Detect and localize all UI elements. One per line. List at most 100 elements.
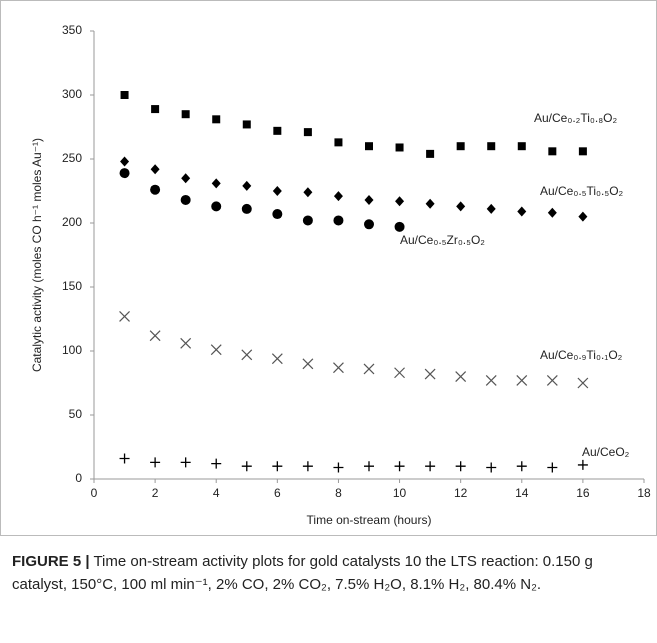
series-label: Au/Ce₀.₂Ti₀.₈O₂ — [534, 111, 617, 125]
marker-square — [548, 147, 557, 156]
marker-square — [426, 149, 435, 158]
chart-border — [0, 0, 657, 536]
x-tick-label: 0 — [91, 486, 98, 500]
caption-label: FIGURE 5 | — [12, 553, 90, 570]
series-label: Au/Ce₀.₅Zr₀.₅O₂ — [400, 233, 485, 247]
x-tick-label: 6 — [274, 486, 281, 500]
marker-plus — [455, 461, 466, 472]
marker-x — [119, 311, 130, 322]
marker-x — [210, 344, 222, 356]
marker-diamond — [425, 198, 435, 209]
marker-square — [395, 143, 404, 152]
marker-diamond — [547, 207, 557, 218]
x-tick-label: 8 — [335, 486, 342, 500]
marker-square — [334, 138, 343, 147]
y-tick-label: 0 — [75, 471, 82, 485]
marker-x — [516, 375, 528, 386]
marker-plus — [180, 457, 191, 468]
marker-diamond — [517, 206, 527, 217]
marker-x — [149, 330, 161, 342]
marker-square — [242, 120, 251, 129]
marker-plus — [516, 461, 527, 472]
marker-diamond — [303, 187, 313, 198]
y-tick-label: 100 — [62, 343, 82, 357]
x-tick-label: 10 — [393, 486, 407, 500]
marker-square — [517, 142, 526, 151]
y-tick-label: 200 — [62, 215, 82, 229]
marker-square — [303, 128, 312, 137]
marker-diamond — [364, 194, 374, 205]
x-tick-label: 12 — [454, 486, 468, 500]
marker-circle — [180, 194, 191, 205]
marker-plus — [302, 461, 313, 472]
marker-diamond — [181, 173, 191, 184]
series-label: Au/CeO₂ — [582, 445, 630, 459]
marker-x — [180, 337, 192, 349]
marker-square — [487, 142, 496, 151]
marker-plus — [486, 462, 497, 473]
marker-plus — [272, 461, 283, 472]
x-tick-label: 14 — [515, 486, 529, 500]
marker-diamond — [333, 191, 343, 202]
marker-diamond — [211, 178, 221, 189]
y-tick-label: 300 — [62, 87, 82, 101]
marker-x — [333, 362, 344, 374]
marker-square — [456, 142, 465, 151]
marker-square — [578, 147, 587, 156]
series-label: Au/Ce₀.₅Ti₀.₅O₂ — [540, 184, 624, 198]
marker-square — [365, 142, 373, 151]
marker-diamond — [456, 201, 466, 212]
marker-diamond — [395, 196, 405, 207]
marker-circle — [150, 184, 161, 195]
x-tick-label: 4 — [213, 486, 220, 500]
marker-diamond — [486, 203, 496, 214]
marker-circle — [241, 203, 252, 214]
marker-circle — [302, 215, 313, 226]
marker-circle — [364, 219, 374, 230]
marker-diamond — [242, 180, 252, 191]
marker-circle — [394, 221, 405, 232]
x-axis-label: Time on-stream (hours) — [307, 513, 432, 527]
marker-x — [394, 367, 405, 379]
y-axis-label: Catalytic activity (moles CO h⁻¹ moles A… — [30, 138, 44, 372]
marker-plus — [333, 462, 344, 473]
marker-square — [273, 126, 282, 135]
marker-plus — [547, 462, 558, 473]
marker-diamond — [578, 211, 588, 222]
marker-plus — [150, 457, 161, 468]
marker-plus — [119, 453, 130, 464]
marker-circle — [211, 201, 222, 212]
marker-diamond — [272, 186, 282, 196]
marker-circle — [119, 168, 130, 179]
marker-x — [241, 349, 253, 361]
marker-x — [546, 375, 558, 386]
marker-x — [424, 368, 436, 380]
marker-x — [363, 363, 375, 375]
marker-diamond — [150, 164, 160, 175]
marker-x — [455, 371, 467, 383]
marker-plus — [577, 459, 588, 470]
marker-x — [302, 358, 314, 370]
marker-x — [485, 375, 497, 386]
marker-plus — [211, 458, 222, 469]
marker-x — [271, 353, 283, 365]
marker-plus — [241, 461, 252, 472]
marker-diamond — [120, 156, 130, 167]
x-tick-label: 2 — [152, 486, 159, 500]
caption-text: Time on-stream activity plots for gold c… — [12, 553, 593, 593]
y-tick-label: 50 — [69, 407, 83, 421]
x-tick-label: 16 — [576, 486, 590, 500]
marker-square — [181, 110, 190, 119]
y-tick-label: 150 — [62, 279, 82, 293]
marker-plus — [394, 461, 405, 472]
marker-x — [577, 377, 589, 389]
y-tick-label: 250 — [62, 151, 82, 165]
marker-circle — [333, 215, 344, 226]
caption: FIGURE 5 | Time on-stream activity plots… — [12, 550, 642, 596]
marker-circle — [272, 209, 283, 220]
y-tick-label: 350 — [62, 23, 82, 37]
marker-plus — [425, 461, 436, 472]
marker-square — [120, 91, 129, 99]
marker-square — [151, 105, 160, 114]
